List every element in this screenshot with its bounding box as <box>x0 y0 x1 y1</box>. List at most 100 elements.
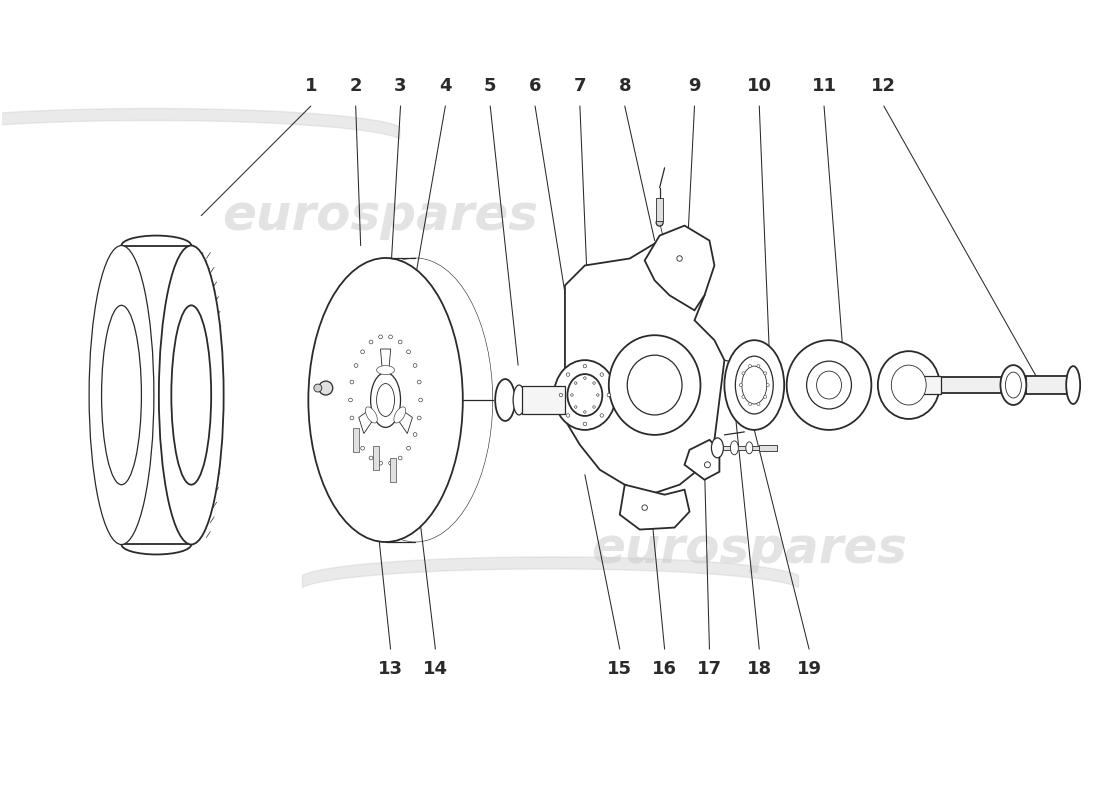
Ellipse shape <box>736 356 773 414</box>
Ellipse shape <box>574 406 578 408</box>
Polygon shape <box>619 485 690 530</box>
Ellipse shape <box>584 410 586 414</box>
Text: 17: 17 <box>697 660 722 678</box>
Ellipse shape <box>349 398 352 402</box>
Ellipse shape <box>786 340 871 430</box>
Polygon shape <box>684 440 719 480</box>
Ellipse shape <box>1005 372 1022 398</box>
Ellipse shape <box>559 394 563 397</box>
Ellipse shape <box>350 416 354 420</box>
Ellipse shape <box>767 383 769 386</box>
Ellipse shape <box>741 372 745 375</box>
Ellipse shape <box>378 462 383 465</box>
Ellipse shape <box>627 355 682 415</box>
Ellipse shape <box>417 416 421 420</box>
Ellipse shape <box>757 365 760 367</box>
Ellipse shape <box>365 407 377 423</box>
Ellipse shape <box>749 402 751 406</box>
Ellipse shape <box>878 351 939 419</box>
Ellipse shape <box>101 306 142 485</box>
Ellipse shape <box>376 383 395 417</box>
Text: 19: 19 <box>796 660 822 678</box>
Ellipse shape <box>361 350 364 354</box>
Ellipse shape <box>554 360 616 430</box>
Polygon shape <box>645 226 714 310</box>
Ellipse shape <box>1000 365 1026 405</box>
Ellipse shape <box>763 395 767 398</box>
Ellipse shape <box>314 384 322 392</box>
Text: 5: 5 <box>484 77 496 95</box>
Text: 3: 3 <box>394 77 407 95</box>
Ellipse shape <box>319 381 333 395</box>
Polygon shape <box>353 428 359 452</box>
Ellipse shape <box>704 462 711 468</box>
Text: 7: 7 <box>573 77 586 95</box>
Text: eurospares: eurospares <box>592 526 908 574</box>
Text: 16: 16 <box>652 660 678 678</box>
Ellipse shape <box>574 382 578 384</box>
Ellipse shape <box>642 505 648 510</box>
Ellipse shape <box>725 340 784 430</box>
Polygon shape <box>381 349 390 391</box>
Ellipse shape <box>89 246 154 545</box>
Text: 9: 9 <box>689 77 701 95</box>
Text: 2: 2 <box>350 77 362 95</box>
Ellipse shape <box>350 380 354 384</box>
Ellipse shape <box>354 433 358 436</box>
Text: eurospares: eurospares <box>222 192 539 240</box>
Ellipse shape <box>607 394 610 397</box>
Ellipse shape <box>376 366 395 374</box>
Ellipse shape <box>370 340 373 344</box>
Text: 12: 12 <box>871 77 896 95</box>
Text: 15: 15 <box>607 660 632 678</box>
Ellipse shape <box>354 364 358 367</box>
Polygon shape <box>373 446 378 470</box>
Ellipse shape <box>388 335 393 338</box>
Ellipse shape <box>158 246 223 545</box>
Text: 14: 14 <box>422 660 448 678</box>
Ellipse shape <box>596 394 600 396</box>
Ellipse shape <box>361 446 364 450</box>
Polygon shape <box>522 386 565 414</box>
Text: 8: 8 <box>618 77 631 95</box>
Polygon shape <box>359 402 382 434</box>
Ellipse shape <box>566 373 570 376</box>
Ellipse shape <box>495 379 515 421</box>
Ellipse shape <box>739 383 742 386</box>
Polygon shape <box>1026 376 1070 394</box>
Ellipse shape <box>593 406 595 408</box>
Text: 1: 1 <box>305 77 317 95</box>
Ellipse shape <box>407 350 410 354</box>
Ellipse shape <box>583 422 586 426</box>
Ellipse shape <box>571 394 573 396</box>
Ellipse shape <box>656 219 663 226</box>
Polygon shape <box>899 376 940 394</box>
Ellipse shape <box>891 365 926 405</box>
Polygon shape <box>759 445 778 451</box>
Ellipse shape <box>419 398 422 402</box>
Text: 11: 11 <box>812 77 836 95</box>
Ellipse shape <box>388 462 393 465</box>
Ellipse shape <box>414 364 417 367</box>
Ellipse shape <box>398 340 402 344</box>
Polygon shape <box>389 402 412 434</box>
Polygon shape <box>940 377 1003 393</box>
Ellipse shape <box>676 256 682 262</box>
Ellipse shape <box>172 306 211 485</box>
Text: 6: 6 <box>529 77 541 95</box>
Ellipse shape <box>763 372 767 375</box>
Polygon shape <box>389 458 396 482</box>
Ellipse shape <box>608 335 701 435</box>
Ellipse shape <box>568 374 603 416</box>
Ellipse shape <box>600 414 604 417</box>
Ellipse shape <box>600 373 604 376</box>
Ellipse shape <box>806 361 851 409</box>
Ellipse shape <box>417 380 421 384</box>
Ellipse shape <box>741 366 767 404</box>
Text: 18: 18 <box>747 660 772 678</box>
Ellipse shape <box>378 335 383 338</box>
Polygon shape <box>724 446 774 450</box>
Ellipse shape <box>712 438 724 458</box>
Ellipse shape <box>584 377 586 379</box>
Ellipse shape <box>593 382 595 384</box>
